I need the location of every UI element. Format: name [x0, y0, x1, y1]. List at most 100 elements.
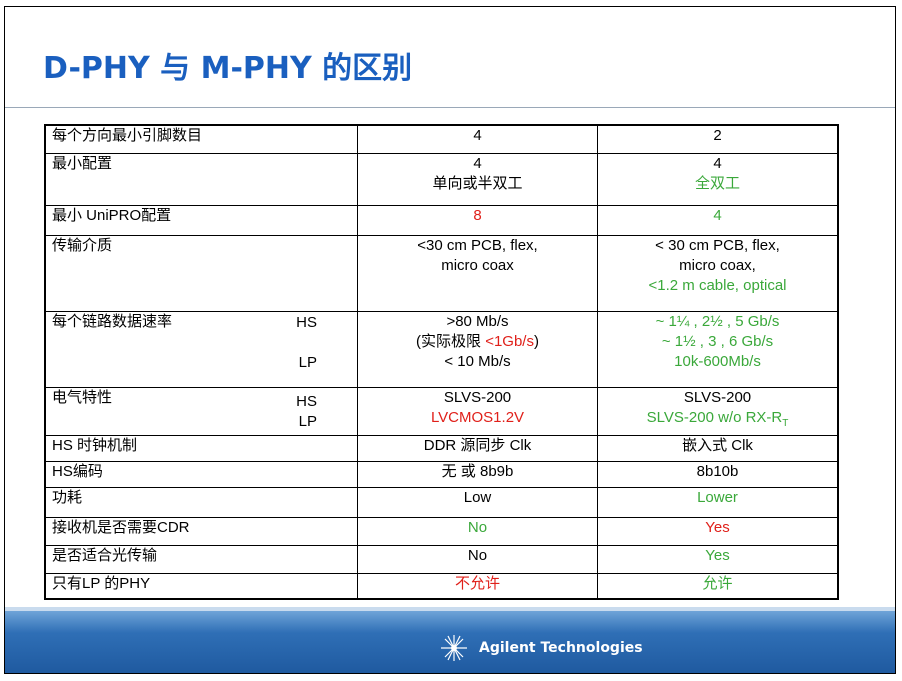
dphy-cell: No — [357, 516, 598, 546]
dphy-cell: Low — [357, 486, 598, 518]
footer-bar: Agilent Technologies — [5, 611, 895, 673]
row-label-cell: 功耗 — [44, 486, 358, 518]
dphy-value-line: No — [364, 546, 591, 566]
dphy-value: (实际极限 — [416, 332, 486, 350]
dphy-value: 4 — [473, 154, 482, 172]
dphy-value-suffix: ) — [533, 332, 539, 350]
table-row: 接收机是否需要CDR No Yes — [44, 516, 839, 546]
mphy-value-line: 嵌入式 Clk — [604, 436, 831, 456]
row-label-cell: 每个方向最小引脚数目 — [44, 124, 358, 154]
dphy-value: 8 — [473, 206, 482, 224]
mphy-value: < 30 cm PCB, flex, — [655, 236, 780, 254]
dphy-value: No — [467, 518, 488, 536]
dphy-value: No — [467, 546, 488, 564]
dphy-value: 单向或半双工 — [432, 174, 523, 192]
mphy-cell: 允许 — [597, 572, 839, 600]
mphy-cell: 8b10b — [597, 460, 839, 488]
row-sublabel: HS — [296, 392, 317, 410]
table-row: 每个链路数据速率 HS LP >80 Mb/s (实际极限 <1Gb/s) < 10 Mb… — [44, 310, 839, 388]
mphy-value-line: SLVS-200 w/o RX-RT — [604, 408, 831, 434]
mphy-value: SLVS-200 — [683, 388, 752, 406]
row-label-cell: 最小配置 — [44, 152, 358, 206]
mphy-cell: Lower — [597, 486, 839, 518]
row-label-cell: 每个链路数据速率 HS LP — [44, 310, 358, 388]
mphy-value-subscript: T — [782, 417, 789, 429]
comparison-table: 每个方向最小引脚数目 4 2 最小配置 4 单向或半双工 4 全双工 最小 UniPRO配置 8 4… — [44, 124, 839, 600]
mphy-value: <1.2 m cable, optical — [648, 276, 787, 294]
dphy-cell: SLVS-200 LVCMOS1.2V — [357, 386, 598, 436]
mphy-value-line: 4 — [604, 206, 831, 226]
mphy-value: Lower — [697, 488, 738, 506]
mphy-value: ~ 1½ , 3 , 6 Gb/s — [661, 332, 774, 350]
dphy-cell: <30 cm PCB, flex, micro coax — [357, 234, 598, 312]
dphy-value: <30 cm PCB, flex, — [417, 236, 538, 254]
mphy-value-line: Yes — [604, 518, 831, 538]
comparison-table-body: 每个方向最小引脚数目 4 2 最小配置 4 单向或半双工 4 全双工 最小 UniPRO配置 8 4… — [44, 124, 839, 600]
logo-text: Agilent Technologies — [479, 640, 643, 656]
mphy-value-line: 10k-600Mb/s — [604, 352, 831, 372]
table-row: 是否适合光传输 No Yes — [44, 544, 839, 574]
dphy-value: 无 或 8b9b — [441, 462, 514, 480]
row-label: 是否适合光传输 — [52, 546, 158, 564]
row-label-cell: 接收机是否需要CDR — [44, 516, 358, 546]
dphy-value: SLVS-200 — [443, 388, 512, 406]
row-label: HS 时钟机制 — [52, 436, 138, 454]
row-label: 电气特性 — [52, 388, 113, 406]
row-label: 最小 UniPRO配置 — [52, 206, 172, 224]
row-sublabel: HS — [296, 313, 317, 331]
dphy-cell: 无 或 8b9b — [357, 460, 598, 488]
dphy-value-line: 不允许 — [364, 574, 591, 594]
dphy-value-line: LVCMOS1.2V — [364, 408, 591, 428]
dphy-cell: DDR 源同步 Clk — [357, 434, 598, 462]
mphy-cell: 4 全双工 — [597, 152, 839, 206]
dphy-value-line: SLVS-200 — [364, 388, 591, 408]
row-label: HS编码 — [52, 462, 103, 480]
row-label: 每个方向最小引脚数目 — [52, 127, 203, 144]
mphy-cell: SLVS-200 SLVS-200 w/o RX-RT — [597, 386, 839, 436]
mphy-value: 4 — [713, 154, 722, 172]
mphy-value-line: <1.2 m cable, optical — [604, 276, 831, 296]
dphy-value: LVCMOS1.2V — [430, 408, 525, 426]
agilent-logo: Agilent Technologies — [437, 633, 643, 663]
row-sublabel: LP — [298, 353, 317, 371]
table-row: HS编码 无 或 8b9b 8b10b — [44, 460, 839, 488]
dphy-value: DDR 源同步 Clk — [423, 436, 532, 454]
row-label-cell: 最小 UniPRO配置 — [44, 204, 358, 236]
dphy-value-line: <30 cm PCB, flex, — [364, 236, 591, 256]
dphy-value-line: 无 或 8b9b — [364, 462, 591, 482]
row-label-cell: 只有LP 的PHY — [44, 572, 358, 600]
mphy-value-line: 允许 — [604, 574, 831, 594]
row-label-cell: 传输介质 — [44, 234, 358, 312]
dphy-value: 4 — [473, 127, 482, 144]
mphy-value: 2 — [713, 127, 722, 144]
page-title: D-PHY 与 M-PHY 的区别 — [43, 51, 413, 86]
mphy-cell: ~ 1¼ , 2½ , 5 Gb/s ~ 1½ , 3 , 6 Gb/s 10k-6… — [597, 310, 839, 388]
mphy-value-line: 4 — [604, 154, 831, 174]
mphy-cell: 嵌入式 Clk — [597, 434, 839, 462]
row-label: 只有LP 的PHY — [52, 574, 151, 592]
slide: D-PHY 与 M-PHY 的区别 每个方向最小引脚数目 4 2 最小配置 4 单向或半双… — [4, 6, 896, 674]
dphy-cell: 8 — [357, 204, 598, 236]
table-row: 只有LP 的PHY 不允许 允许 — [44, 572, 839, 600]
dphy-cell: No — [357, 544, 598, 574]
dphy-value-line: < 10 Mb/s — [364, 352, 591, 372]
row-label: 接收机是否需要CDR — [52, 518, 190, 536]
row-label: 最小配置 — [52, 154, 113, 172]
dphy-value-line: DDR 源同步 Clk — [364, 436, 591, 456]
row-sublabel — [296, 333, 317, 353]
dphy-cell: 4 单向或半双工 — [357, 152, 598, 206]
mphy-value-line: Lower — [604, 488, 831, 508]
row-sublabels: HS LP — [296, 392, 317, 432]
dphy-value-line: 单向或半双工 — [364, 174, 591, 194]
mphy-value: 8b10b — [696, 462, 739, 480]
dphy-value: >80 Mb/s — [446, 312, 509, 330]
dphy-value-line: Low — [364, 488, 591, 508]
table-row: HS 时钟机制 DDR 源同步 Clk 嵌入式 Clk — [44, 434, 839, 462]
dphy-value-line: No — [364, 518, 591, 538]
row-label: 传输介质 — [52, 236, 113, 254]
mphy-value: 允许 — [702, 574, 733, 592]
mphy-cell: Yes — [597, 516, 839, 546]
mphy-cell: 2 — [597, 124, 839, 154]
dphy-value-line: (实际极限 <1Gb/s) — [364, 332, 591, 352]
dphy-cell: >80 Mb/s (实际极限 <1Gb/s) < 10 Mb/s — [357, 310, 598, 388]
